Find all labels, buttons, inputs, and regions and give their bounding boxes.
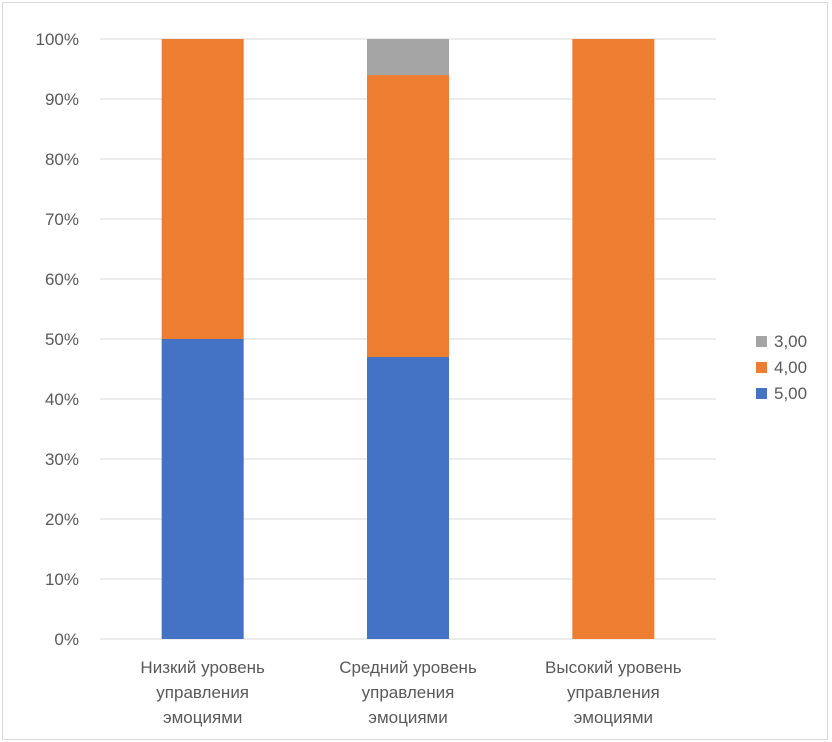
y-tick-label: 100% [36, 30, 79, 49]
x-category-label: Высокий уровень [545, 658, 682, 677]
y-tick-label: 20% [45, 510, 79, 529]
y-tick-label: 60% [45, 270, 79, 289]
legend-swatch [756, 388, 767, 399]
bar-segment [161, 339, 244, 639]
legend-label: 4,00 [774, 358, 807, 377]
x-category-label: эмоциями [163, 708, 242, 727]
x-category-label: Средний уровень [339, 658, 477, 677]
bar-segment [367, 357, 449, 639]
y-tick-label: 80% [45, 150, 79, 169]
x-category-label: эмоциями [368, 708, 447, 727]
y-tick-label: 0% [54, 630, 79, 649]
x-category-label: Низкий уровень [140, 658, 265, 677]
y-tick-label: 50% [45, 330, 79, 349]
x-category-label: управления [362, 683, 455, 702]
stacked-bar-chart: 0% 10% 20% 30% 40% 50% 60% 70% 80% 90% 100% Низкий … [36, 30, 808, 727]
x-category-label: эмоциями [574, 708, 653, 727]
bar-segment [161, 39, 244, 339]
y-tick-label: 40% [45, 390, 79, 409]
legend-label: 5,00 [774, 384, 807, 403]
y-tick-label: 30% [45, 450, 79, 469]
bar-segment [572, 39, 655, 639]
y-tick-label: 90% [45, 90, 79, 109]
legend-swatch [756, 362, 767, 373]
bar-segment [367, 39, 449, 75]
legend-label: 3,00 [774, 332, 807, 351]
legend-swatch [756, 336, 767, 347]
y-tick-label: 70% [45, 210, 79, 229]
x-category-label: управления [567, 683, 660, 702]
x-category-label: управления [156, 683, 249, 702]
bar-segment [367, 75, 449, 357]
y-tick-label: 10% [45, 570, 79, 589]
